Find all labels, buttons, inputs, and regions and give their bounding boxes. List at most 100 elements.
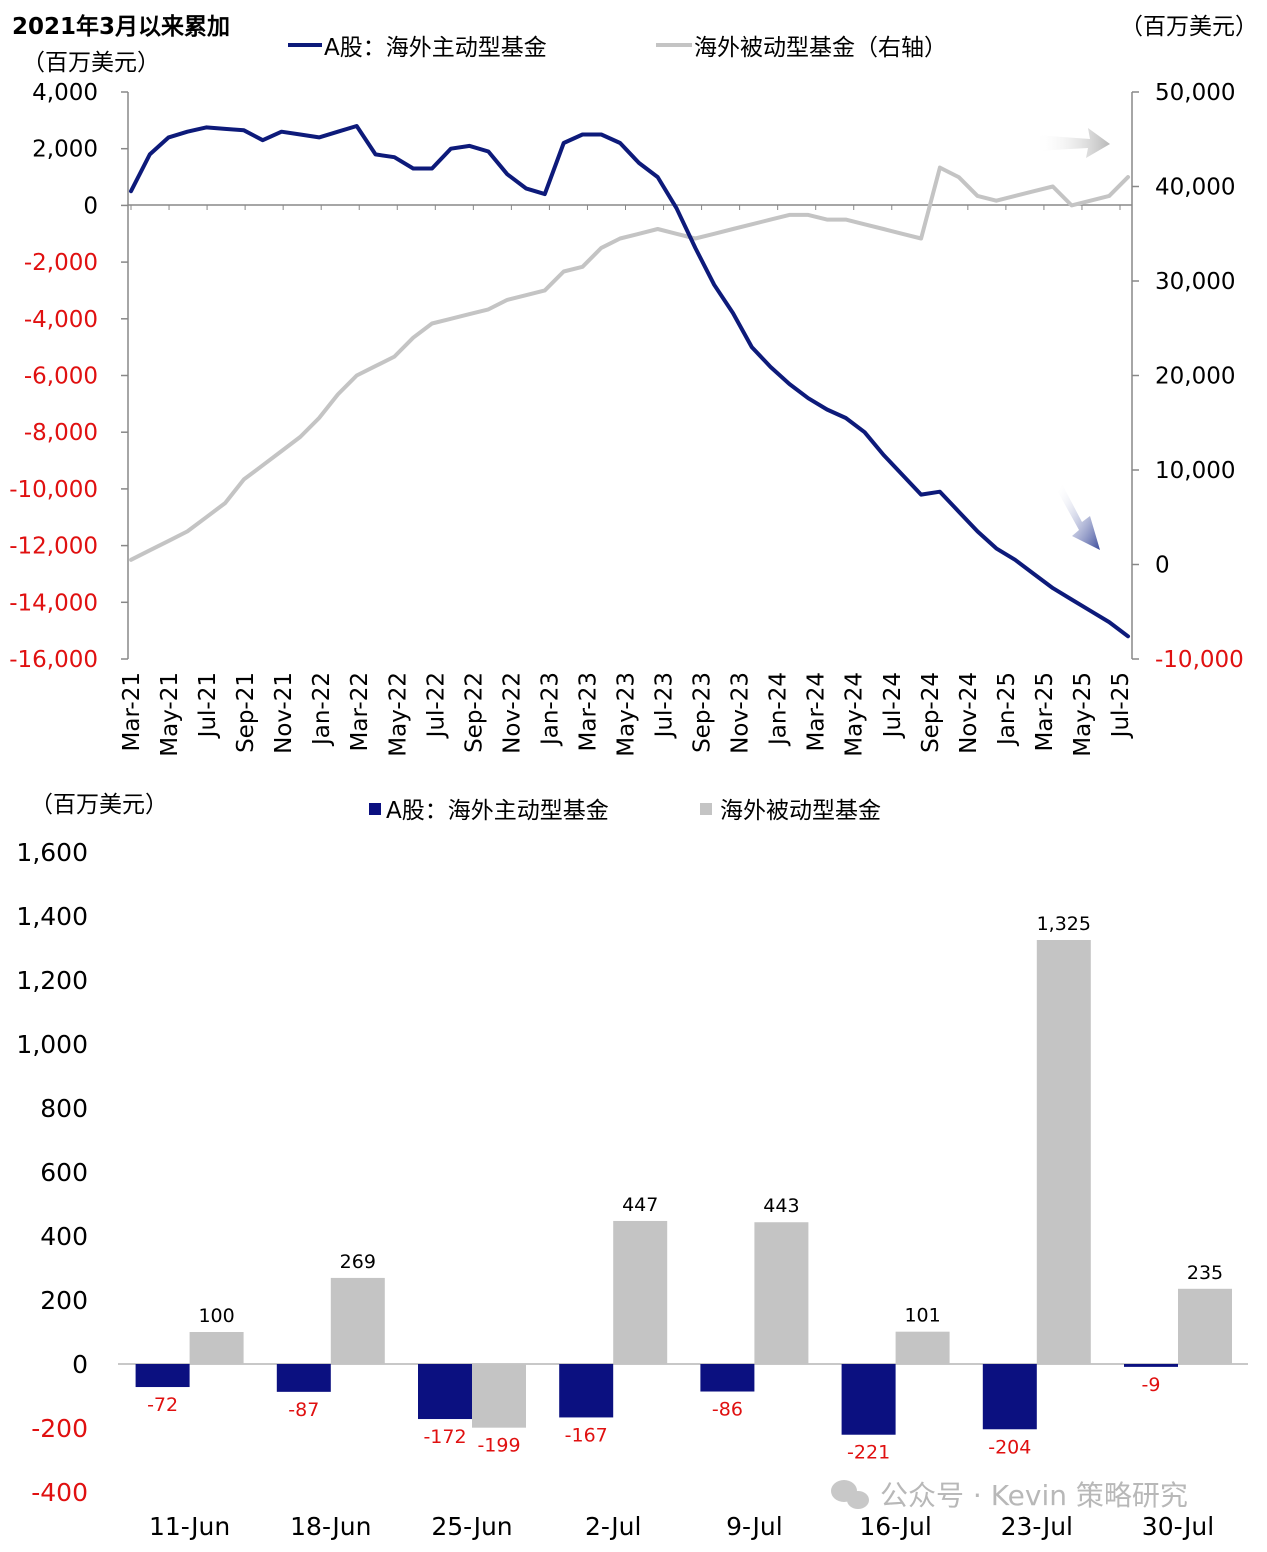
data-label: -199: [477, 1435, 520, 1457]
left-tick-label: -8,000: [24, 420, 98, 446]
x-tick-label: May-22: [385, 672, 411, 757]
x-tick-label: Jul-24: [880, 672, 906, 739]
y-tick-label: -400: [31, 1478, 88, 1507]
right-tick-label: 40,000: [1155, 175, 1235, 201]
left-tick-label: 4,000: [32, 80, 98, 106]
legend-label-passive: 海外被动型基金: [720, 798, 881, 824]
y-tick-label: 800: [40, 1094, 88, 1123]
x-tick-label: Jul-22: [423, 672, 449, 739]
data-label: -221: [847, 1442, 890, 1464]
right-tick-label: 10,000: [1155, 458, 1235, 484]
data-label: 235: [1187, 1262, 1223, 1284]
bar-active: [276, 1364, 331, 1392]
left-tick-label: -12,000: [9, 534, 98, 560]
x-tick-label: 2-Jul: [585, 1512, 641, 1541]
watermark-text: 公众号 · Kevin 策略研究: [880, 1479, 1188, 1512]
watermark: 公众号 · Kevin 策略研究: [831, 1479, 1188, 1512]
chart-axes: 4,000 2,000 0 -2,000 -4,000 -6,000 -8,000 -10,0…: [9, 80, 1244, 757]
bar-active: [841, 1364, 896, 1435]
bar-active: [1124, 1364, 1178, 1367]
x-tick-label: Nov-21: [271, 672, 297, 754]
x-tick-label: 11-Jun: [149, 1512, 230, 1541]
x-tick-label: Mar-23: [575, 672, 601, 752]
legend-label-active: A股：海外主动型基金: [324, 35, 547, 61]
right-tick-label: 20,000: [1155, 364, 1235, 390]
x-tick-label: Sep-22: [461, 672, 487, 753]
data-label: 443: [763, 1195, 799, 1217]
data-label: -86: [712, 1399, 743, 1421]
chart-legend: A股：海外主动型基金 海外被动型基金（右轴）: [288, 35, 947, 61]
bar-active: [418, 1364, 472, 1420]
x-tick-label: Jul-25: [1108, 672, 1134, 739]
data-label: 1,325: [1037, 913, 1091, 935]
right-axis-unit: （百万美元）: [1120, 14, 1258, 40]
x-tick-label: Jan-23: [537, 672, 563, 747]
right-tick-label: -10,000: [1155, 647, 1244, 673]
x-tick-label: 25-Jun: [431, 1512, 512, 1541]
bar-active: [135, 1364, 190, 1388]
chart-bars: -72 100 -87 269 -172 -199 -167 447 -86 443 -221 101…: [135, 913, 1232, 1464]
left-axis-unit: （百万美元）: [22, 50, 160, 76]
x-tick-label: Mar-21: [119, 672, 145, 752]
bar-passive: [895, 1331, 950, 1364]
x-tick-label: Sep-24: [918, 672, 944, 753]
bar-active: [700, 1364, 755, 1392]
bar-passive: [613, 1220, 668, 1364]
down-arrow-icon: [1058, 484, 1100, 550]
y-tick-label: 1,000: [16, 1030, 88, 1059]
y-tick-label: 1,200: [16, 966, 88, 995]
data-label: -172: [423, 1426, 466, 1448]
bar-passive: [754, 1222, 809, 1364]
y-tick-label: 0: [72, 1350, 88, 1379]
x-tick-label: 9-Jul: [726, 1512, 782, 1541]
legend-swatch-active: [369, 803, 381, 815]
x-tick-label: 16-Jul: [859, 1512, 931, 1541]
y-tick-label: 1,600: [16, 838, 88, 867]
chart-axes: 1,600 1,400 1,200 1,000 800 600 400 200 0 -200 -40…: [16, 838, 1248, 1541]
left-tick-label: -6,000: [24, 364, 98, 390]
x-tick-label: Jan-22: [309, 672, 335, 747]
bar-active: [559, 1364, 614, 1418]
data-label: -204: [988, 1436, 1031, 1458]
left-tick-label: 2,000: [32, 137, 98, 163]
x-tick-label: May-21: [157, 672, 183, 757]
y-tick-label: 400: [40, 1222, 88, 1251]
weekly-flow-chart: （百万美元） A股：海外主动型基金 海外被动型基金 1,600 1,400 1,20…: [16, 792, 1248, 1541]
legend-label-active: A股：海外主动型基金: [386, 798, 609, 824]
x-tick-label: May-25: [1070, 672, 1096, 757]
axis-unit: （百万美元）: [30, 792, 168, 818]
left-tick-label: -16,000: [9, 647, 98, 673]
right-tick-label: 50,000: [1155, 80, 1235, 106]
data-label: 447: [622, 1194, 658, 1216]
x-tick-label: Jul-21: [195, 672, 221, 739]
x-tick-label: Jan-25: [994, 672, 1020, 747]
bar-passive: [330, 1277, 385, 1364]
x-tick-label: Sep-21: [233, 672, 259, 753]
x-tick-label: Nov-23: [728, 672, 754, 754]
bar-passive: [1178, 1288, 1232, 1364]
data-label: 101: [904, 1305, 940, 1327]
bar-passive: [472, 1364, 526, 1428]
x-tick-label: May-23: [614, 672, 640, 757]
series-line-active: [129, 124, 1130, 639]
chart-series: [129, 124, 1130, 639]
cumulative-flow-chart: 2021年3月以来累加 （百万美元） （百万美元） A股：海外主动型基金 海外被…: [9, 13, 1258, 757]
series-line-passive: [129, 165, 1130, 562]
left-tick-label: -4,000: [24, 307, 98, 333]
x-tick-label: Nov-24: [956, 672, 982, 754]
x-tick-label: Nov-22: [499, 672, 525, 754]
x-tick-label: May-24: [842, 672, 868, 757]
legend-swatch-passive: [700, 803, 712, 815]
legend-label-passive: 海外被动型基金（右轴）: [694, 35, 947, 61]
x-tick-label: Jan-24: [766, 672, 792, 747]
chart-legend: A股：海外主动型基金 海外被动型基金: [369, 798, 881, 824]
right-tick-label: 0: [1155, 553, 1170, 579]
y-tick-label: 200: [40, 1286, 88, 1315]
data-label: -87: [288, 1399, 319, 1421]
y-tick-label: 1,400: [16, 902, 88, 931]
right-tick-label: 30,000: [1155, 269, 1235, 295]
data-label: 100: [198, 1305, 234, 1327]
x-tick-label: 30-Jul: [1142, 1512, 1214, 1541]
right-arrow-icon: [1035, 128, 1110, 158]
